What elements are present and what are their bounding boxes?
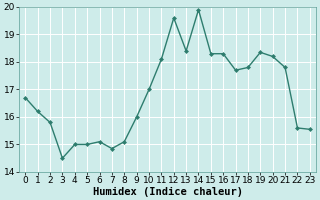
X-axis label: Humidex (Indice chaleur): Humidex (Indice chaleur) (92, 186, 243, 197)
